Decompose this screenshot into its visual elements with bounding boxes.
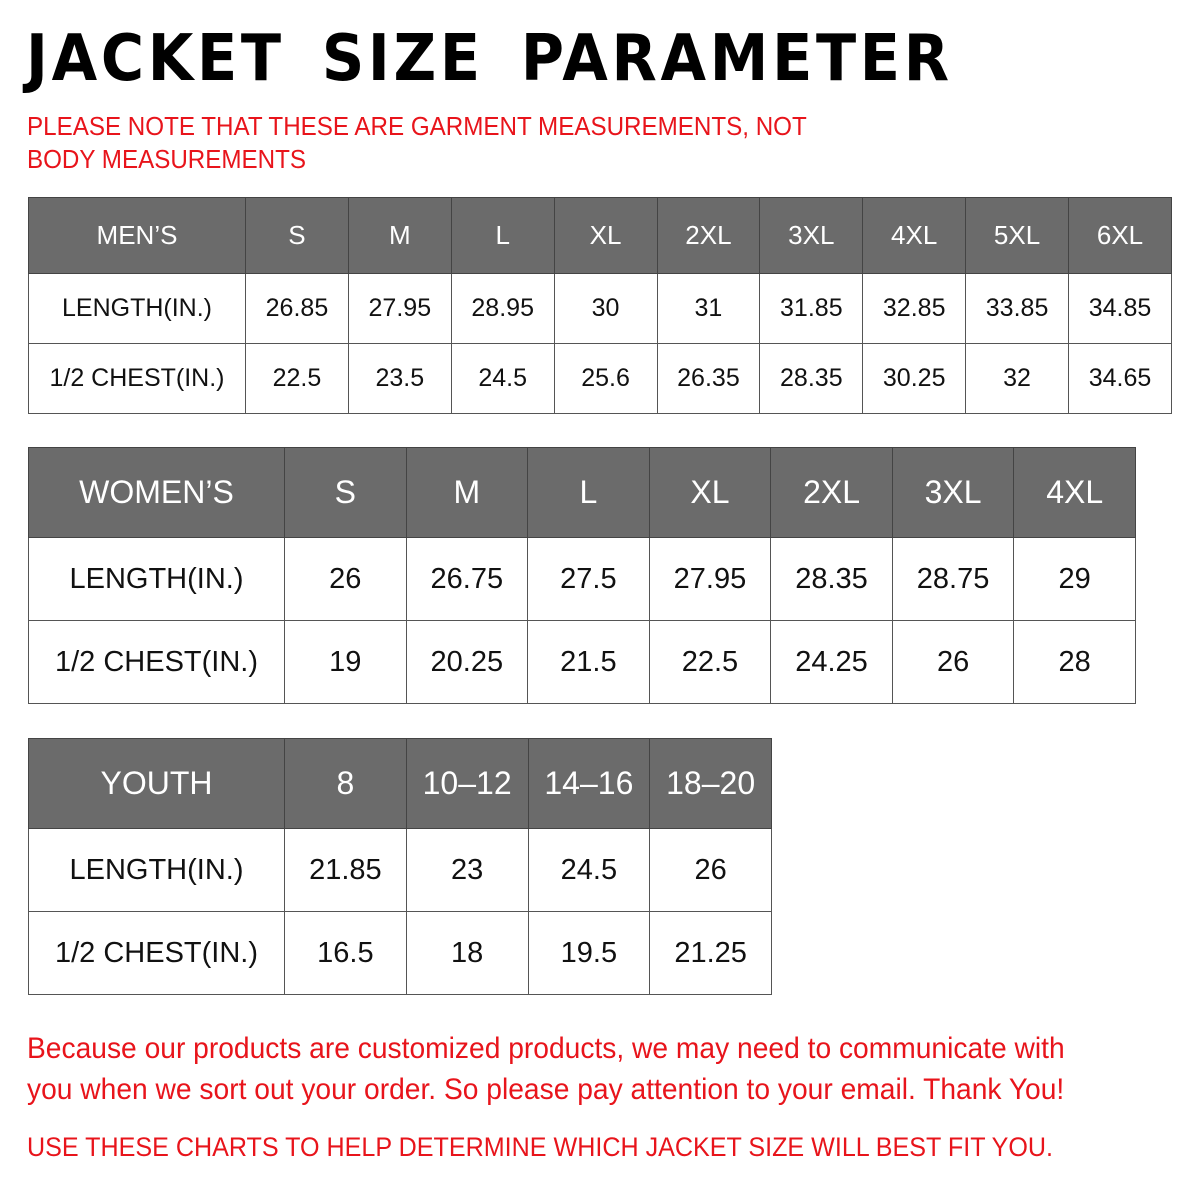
value-cell: 26.75 — [405, 537, 529, 621]
table-title-cell: YOUTH — [28, 738, 285, 829]
size-header-cell: M — [347, 197, 452, 274]
table-row: LENGTH(IN.) 26.85 27.95 28.95 30 31 31.85 32.85… — [28, 273, 1172, 344]
value-cell: 23 — [405, 828, 529, 912]
value-cell: 27.95 — [648, 537, 772, 621]
size-header-cell: L — [527, 447, 650, 538]
size-header-cell: 18–20 — [649, 738, 772, 829]
table-row: 1/2 CHEST(IN.) 19 20.25 21.5 22.5 24.25 26 28 — [28, 620, 1136, 704]
value-cell: 20.25 — [405, 620, 529, 704]
size-header-cell: 10–12 — [405, 738, 529, 829]
value-cell: 31.85 — [759, 273, 864, 344]
size-header-cell: 3XL — [891, 447, 1015, 538]
size-header-cell: 14–16 — [527, 738, 651, 829]
value-cell: 32 — [965, 343, 1069, 414]
value-cell: 26.85 — [245, 273, 349, 344]
footer-note: USE THESE CHARTS TO HELP DETERMINE WHICH… — [27, 1132, 1054, 1162]
value-cell: 22.5 — [245, 343, 349, 414]
size-header-cell: 2XL — [656, 197, 761, 274]
value-cell: 24.25 — [770, 620, 893, 704]
size-header-cell: 6XL — [1068, 197, 1172, 274]
row-label-cell: 1/2 CHEST(IN.) — [28, 911, 285, 995]
header-row: MEN’S S M L XL 2XL 3XL 4XL 5XL 6XL — [28, 197, 1172, 274]
value-cell: 25.6 — [553, 343, 658, 414]
size-header-cell: 5XL — [965, 197, 1069, 274]
page-title: JACKET SIZE PARAMETER — [26, 22, 953, 96]
value-cell: 24.5 — [450, 343, 555, 414]
value-cell: 18 — [405, 911, 529, 995]
value-cell: 28.75 — [891, 537, 1015, 621]
row-label-cell: 1/2 CHEST(IN.) — [28, 343, 246, 414]
youth-size-table: YOUTH 8 10–12 14–16 18–20 LENGTH(IN.) 21.85 23 2… — [28, 738, 772, 995]
value-cell: 34.85 — [1068, 273, 1172, 344]
value-cell: 32.85 — [862, 273, 967, 344]
table-title-cell: MEN’S — [28, 197, 246, 274]
size-header-cell: 4XL — [862, 197, 967, 274]
value-cell: 30.25 — [862, 343, 967, 414]
measurement-note: PLEASE NOTE THAT THESE ARE GARMENT MEASU… — [27, 111, 807, 174]
header-row: WOMEN’S S M L XL 2XL 3XL 4XL — [28, 447, 1136, 538]
value-cell: 19 — [284, 620, 407, 704]
value-cell: 30 — [553, 273, 658, 344]
value-cell: 22.5 — [648, 620, 772, 704]
value-cell: 19.5 — [527, 911, 651, 995]
men-size-table: MEN’S S M L XL 2XL 3XL 4XL 5XL 6XL LENGTH(IN.) 26.8… — [28, 197, 1172, 414]
value-cell: 29 — [1013, 537, 1136, 621]
row-label-cell: LENGTH(IN.) — [28, 828, 285, 912]
table-row: LENGTH(IN.) 26 26.75 27.5 27.95 28.35 28.75 29 — [28, 537, 1136, 621]
size-header-cell: XL — [648, 447, 772, 538]
header-row: YOUTH 8 10–12 14–16 18–20 — [28, 738, 772, 829]
value-cell: 28.35 — [770, 537, 893, 621]
value-cell: 27.5 — [527, 537, 650, 621]
value-cell: 24.5 — [527, 828, 651, 912]
value-cell: 27.95 — [347, 273, 452, 344]
row-label-cell: LENGTH(IN.) — [28, 273, 246, 344]
value-cell: 26 — [649, 828, 772, 912]
value-cell: 21.85 — [284, 828, 407, 912]
size-header-cell: 4XL — [1013, 447, 1136, 538]
value-cell: 21.25 — [649, 911, 772, 995]
value-cell: 28.95 — [450, 273, 555, 344]
value-cell: 28.35 — [759, 343, 864, 414]
size-header-cell: S — [284, 447, 407, 538]
value-cell: 21.5 — [527, 620, 650, 704]
value-cell: 34.65 — [1068, 343, 1172, 414]
row-label-cell: 1/2 CHEST(IN.) — [28, 620, 285, 704]
size-header-cell: 8 — [284, 738, 407, 829]
size-header-cell: S — [245, 197, 349, 274]
customization-notice: Because our products are customized prod… — [27, 1032, 1065, 1106]
table-title-cell: WOMEN’S — [28, 447, 285, 538]
value-cell: 31 — [656, 273, 761, 344]
value-cell: 28 — [1013, 620, 1136, 704]
size-header-cell: 2XL — [770, 447, 893, 538]
value-cell: 33.85 — [965, 273, 1069, 344]
table-row: 1/2 CHEST(IN.) 16.5 18 19.5 21.25 — [28, 911, 772, 995]
value-cell: 26.35 — [656, 343, 761, 414]
size-header-cell: L — [450, 197, 555, 274]
size-header-cell: XL — [553, 197, 658, 274]
table-row: LENGTH(IN.) 21.85 23 24.5 26 — [28, 828, 772, 912]
value-cell: 23.5 — [347, 343, 452, 414]
value-cell: 26 — [284, 537, 407, 621]
row-label-cell: LENGTH(IN.) — [28, 537, 285, 621]
value-cell: 16.5 — [284, 911, 407, 995]
women-size-table: WOMEN’S S M L XL 2XL 3XL 4XL LENGTH(IN.) 26 26.75 2… — [28, 447, 1136, 704]
table-row: 1/2 CHEST(IN.) 22.5 23.5 24.5 25.6 26.35 28.35… — [28, 343, 1172, 414]
value-cell: 26 — [891, 620, 1015, 704]
size-header-cell: M — [405, 447, 529, 538]
size-header-cell: 3XL — [759, 197, 864, 274]
